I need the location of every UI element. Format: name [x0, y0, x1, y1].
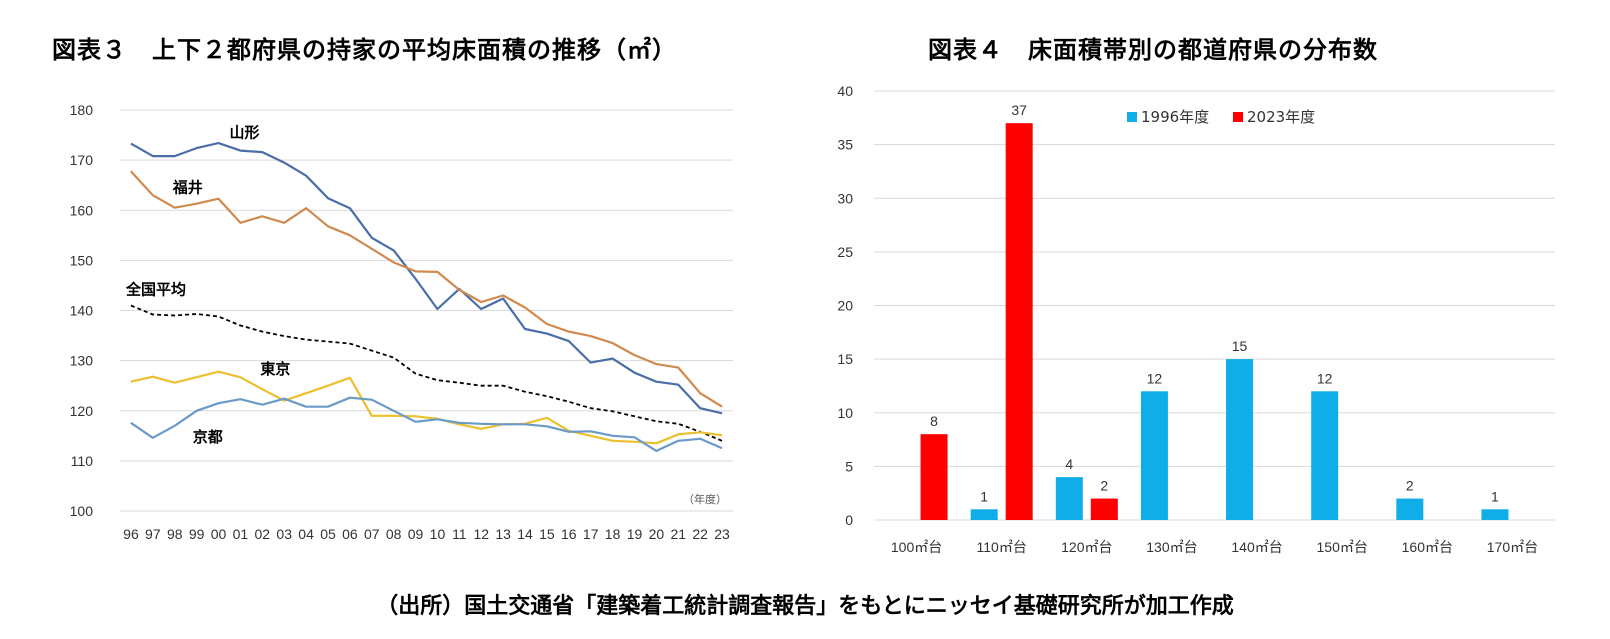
x-tick-label: 11	[452, 526, 467, 542]
bar	[970, 509, 998, 520]
x-tick-label: 20	[649, 526, 665, 542]
data-label: 2	[1100, 478, 1108, 494]
y-tick-label: 25	[837, 244, 853, 260]
bar	[1226, 359, 1254, 520]
x-tick-label: 01	[233, 526, 249, 542]
x-tick-label: 08	[386, 526, 402, 542]
y-tick-label: 150	[70, 252, 94, 268]
bar	[1005, 123, 1033, 521]
x-tick-label: 21	[670, 526, 686, 542]
x-tick-label: 00	[211, 526, 227, 542]
bar	[1140, 391, 1168, 520]
data-label: 4	[1065, 456, 1073, 472]
x-tick-label: 130㎡台	[1146, 539, 1197, 555]
y-tick-label: 15	[837, 351, 853, 367]
legend-swatch	[1233, 112, 1243, 122]
y-tick-label: 35	[837, 137, 853, 153]
x-tick-label: 06	[342, 526, 358, 542]
x-tick-label: 12	[473, 526, 489, 542]
x-tick-label: 22	[692, 526, 708, 542]
bar-chart: 0 5 10 15 20 25 30 35 40 100㎡台 110㎡台 120㎡台 130㎡台 140㎡…	[837, 83, 1555, 555]
x-tick-label: 97	[145, 526, 161, 542]
bar	[1396, 498, 1424, 520]
y-tick-label: 140	[70, 303, 94, 319]
legend-swatch	[1127, 112, 1137, 122]
y-tick-label: 180	[70, 102, 94, 118]
series-label: 全国平均	[125, 280, 186, 298]
y-tick-label: 10	[837, 405, 853, 421]
y-tick-label: 170	[70, 152, 94, 168]
x-tick-label: 03	[276, 526, 292, 542]
x-tick-label: 150㎡台	[1317, 539, 1368, 555]
source-note: （出所）国土交通省「建築着工統計調査報告」をもとにニッセイ基礎研究所が加工作成	[376, 594, 1234, 619]
x-tick-label: 13	[495, 526, 511, 542]
legend-label: 1996年度	[1141, 108, 1209, 126]
x-tick-label: 05	[320, 526, 336, 542]
bar	[920, 434, 948, 520]
x-tick-label: 14	[517, 526, 533, 542]
bar	[1055, 477, 1083, 520]
y-tick-label: 20	[837, 298, 853, 314]
x-tick-label: 23	[714, 526, 730, 542]
x-tick-label: 100㎡台	[891, 539, 942, 555]
series-line	[130, 304, 723, 442]
series-line	[130, 370, 723, 445]
y-tick-label: 100	[70, 503, 94, 519]
y-tick-label: 110	[71, 453, 94, 469]
data-label: 2	[1406, 478, 1414, 494]
y-tick-label: 5	[845, 458, 853, 474]
y-tick-label: 130	[70, 353, 94, 369]
x-tick-label: 98	[167, 526, 183, 542]
x-tick-label: 19	[627, 526, 643, 542]
x-tick-label: 16	[561, 526, 577, 542]
line-chart: 100 110 120 130 140 150 160 170 180 96 97 98 99 00 01 0…	[70, 102, 733, 542]
x-tick-label: 09	[408, 526, 424, 542]
series-label: 東京	[260, 360, 290, 378]
y-tick-label: 40	[837, 83, 853, 99]
x-tick-label: 96	[123, 526, 139, 542]
x-tick-label: 120㎡台	[1061, 539, 1112, 555]
bar	[1090, 498, 1118, 520]
x-tick-label: 170㎡台	[1487, 539, 1538, 555]
x-tick-label: 07	[364, 526, 380, 542]
data-label: 37	[1011, 102, 1027, 118]
x-tick-label: 99	[189, 526, 205, 542]
legend-label: 2023年度	[1247, 108, 1315, 126]
x-tick-label: 02	[255, 526, 271, 542]
series-line	[130, 170, 723, 408]
x-tick-label: 10	[430, 526, 446, 542]
series-label: 山形	[230, 124, 260, 142]
y-tick-label: 120	[70, 403, 94, 419]
x-tick-label: 18	[605, 526, 621, 542]
x-tick-label: 160㎡台	[1402, 539, 1453, 555]
data-label: 12	[1317, 370, 1333, 386]
data-label: 12	[1147, 370, 1163, 386]
series-label: 京都	[193, 428, 223, 446]
y-tick-label: 160	[70, 202, 94, 218]
data-label: 1	[1491, 488, 1499, 504]
data-label: 1	[980, 488, 988, 504]
data-label: 8	[930, 413, 938, 429]
series-line	[130, 142, 723, 415]
figure4-title: 図表４ 床面積帯別の都道府県の分布数	[928, 36, 1378, 64]
x-tick-label: 140㎡台	[1231, 539, 1282, 555]
bar	[1311, 391, 1339, 520]
x-tick-label: 15	[539, 526, 555, 542]
figure3-title: 図表３ 上下２都府県の持家の平均床面積の推移（㎡）	[52, 36, 677, 64]
x-tick-label: 04	[298, 526, 314, 542]
bar	[1481, 509, 1509, 520]
y-tick-label: 0	[845, 512, 853, 528]
x-tick-label: 17	[583, 526, 599, 542]
data-label: 15	[1232, 338, 1248, 354]
series-label: 福井	[172, 179, 203, 197]
x-unit-note: （年度）	[683, 492, 727, 506]
y-tick-label: 30	[837, 190, 853, 206]
series-line	[130, 396, 723, 452]
x-tick-label: 110㎡台	[977, 539, 1027, 555]
